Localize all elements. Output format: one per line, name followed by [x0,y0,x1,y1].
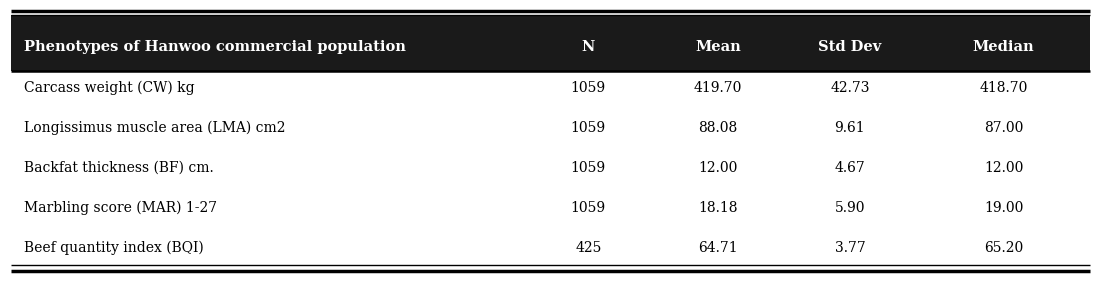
Text: 65.20: 65.20 [984,241,1023,255]
Text: Mean: Mean [695,40,741,54]
Text: 425: 425 [575,241,601,255]
Text: 1059: 1059 [570,121,606,135]
Bar [11,15,1090,70]
Text: 12.00: 12.00 [698,161,738,175]
Text: 1059: 1059 [570,201,606,215]
Text: 5.90: 5.90 [835,201,865,215]
Text: Phenotypes of Hanwoo commercial population: Phenotypes of Hanwoo commercial populati… [24,40,406,54]
Text: 18.18: 18.18 [698,201,738,215]
Text: 19.00: 19.00 [984,201,1023,215]
Text: Longissimus muscle area (LMA) cm2: Longissimus muscle area (LMA) cm2 [24,121,285,135]
Text: 64.71: 64.71 [698,241,738,255]
Text: Carcass weight (CW) kg: Carcass weight (CW) kg [24,81,195,95]
Text: 1059: 1059 [570,161,606,175]
Text: Backfat thickness (BF) cm.: Backfat thickness (BF) cm. [24,161,214,175]
Text: Marbling score (MAR) 1-27: Marbling score (MAR) 1-27 [24,201,217,215]
Text: 1059: 1059 [570,81,606,95]
Text: 3.77: 3.77 [835,241,865,255]
Text: 12.00: 12.00 [984,161,1023,175]
Text: 4.67: 4.67 [835,161,865,175]
Text: 418.70: 418.70 [980,81,1028,95]
Text: 42.73: 42.73 [830,81,870,95]
Text: Beef quantity index (BQI): Beef quantity index (BQI) [24,241,204,255]
Text: 419.70: 419.70 [694,81,742,95]
Text: 9.61: 9.61 [835,121,865,135]
Text: Std Dev: Std Dev [818,40,882,54]
Text: 88.08: 88.08 [698,121,738,135]
Text: N: N [581,40,595,54]
Text: Median: Median [973,40,1035,54]
Text: 87.00: 87.00 [984,121,1023,135]
